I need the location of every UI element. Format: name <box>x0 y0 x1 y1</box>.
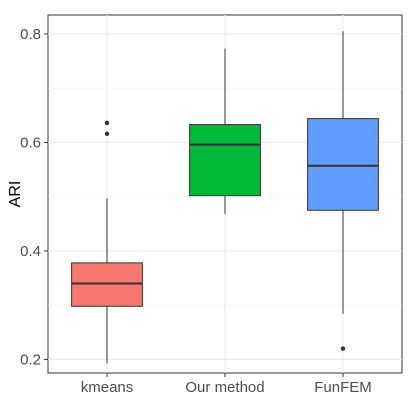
outlier-point <box>104 131 110 136</box>
box-our-method <box>189 48 261 215</box>
x-tick-label: FunFEM <box>314 379 372 396</box>
box-series <box>71 31 379 364</box>
y-tick-label: 0.4 <box>20 243 41 260</box>
box-body <box>189 124 261 197</box>
outlier-point <box>104 120 110 126</box>
box-body <box>71 262 143 307</box>
box-body <box>307 118 379 211</box>
x-tick-label: Our method <box>185 379 264 396</box>
x-axis: kmeans Our method FunFEM <box>81 373 372 396</box>
y-tick-label: 0.2 <box>20 351 41 368</box>
outlier-point <box>340 346 346 351</box>
y-tick-label: 0.6 <box>20 134 41 151</box>
box-kmeans <box>71 120 143 364</box>
x-tick-label: kmeans <box>81 379 134 396</box>
y-axis-title: ARI <box>7 181 24 208</box>
box-funfem <box>307 31 379 351</box>
y-tick-label: 0.8 <box>20 26 41 43</box>
y-axis: 0.2 0.4 0.6 0.8 <box>20 26 48 368</box>
